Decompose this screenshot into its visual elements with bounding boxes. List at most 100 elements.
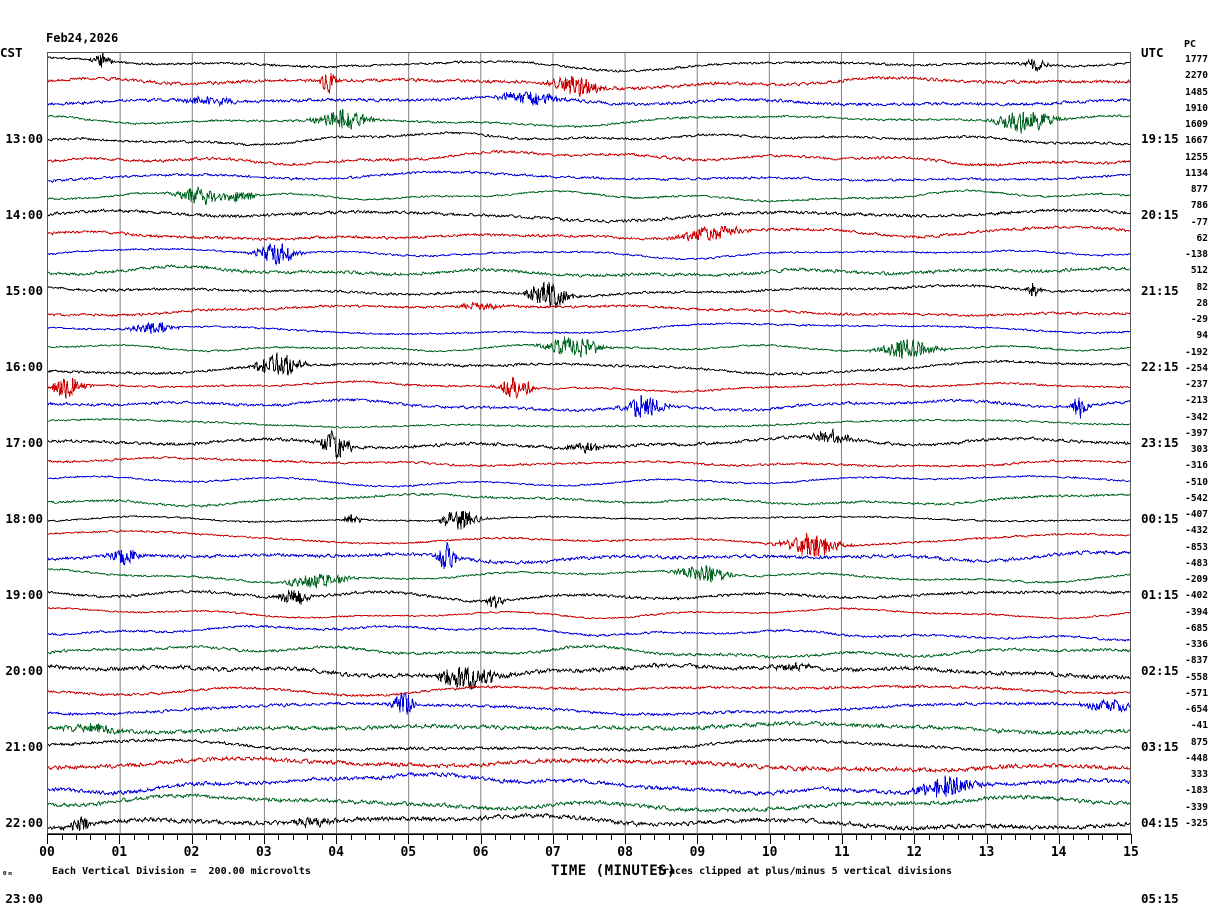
seismic-trace xyxy=(48,108,1130,134)
pc-value: 28 xyxy=(1196,297,1208,309)
x-axis-tick-label: 07 xyxy=(545,845,561,860)
x-axis-major-tick xyxy=(914,834,916,844)
x-axis-minor-tick xyxy=(162,834,164,840)
seismic-trace xyxy=(48,375,1130,400)
x-axis-minor-tick xyxy=(1000,834,1002,840)
left-hour-label: 22:00 xyxy=(5,814,43,830)
seismic-trace xyxy=(48,475,1130,488)
seismic-trace xyxy=(48,624,1130,642)
x-axis-minor-tick xyxy=(885,834,887,840)
x-axis-minor-tick xyxy=(1102,834,1104,840)
pc-value: -397 xyxy=(1185,427,1208,439)
seismic-trace xyxy=(48,131,1130,147)
seismic-trace xyxy=(48,492,1130,508)
pc-value: -685 xyxy=(1185,622,1208,634)
x-axis-minor-tick xyxy=(509,834,511,840)
x-axis-minor-tick xyxy=(538,834,540,840)
x-axis-minor-tick xyxy=(711,834,713,840)
pc-value: 1910 xyxy=(1185,102,1208,114)
seismic-trace xyxy=(48,565,1130,589)
seismic-trace xyxy=(48,418,1130,429)
pc-value: -213 xyxy=(1185,395,1208,407)
clipping-note: Traces clipped at plus/minus 5 vertical … xyxy=(657,866,953,877)
x-axis-minor-tick xyxy=(379,834,381,840)
x-axis-major-tick xyxy=(552,834,554,844)
x-axis-tick-label: 12 xyxy=(906,845,923,860)
seismic-trace xyxy=(48,772,1130,798)
left-hour-label: 19:00 xyxy=(5,586,43,602)
x-axis-minor-tick xyxy=(1044,834,1046,840)
pc-value: 1485 xyxy=(1185,86,1208,98)
right-hour-label: 21:15 xyxy=(1141,283,1179,299)
seismic-trace xyxy=(48,812,1130,832)
seismic-trace xyxy=(48,73,1130,98)
x-axis-minor-tick xyxy=(234,834,236,840)
seismic-trace xyxy=(48,684,1130,698)
x-axis-tick-label: 00 xyxy=(39,845,55,860)
seismic-trace xyxy=(48,395,1130,419)
x-axis-minor-tick xyxy=(393,834,395,840)
x-axis-minor-tick xyxy=(249,834,251,840)
x-axis-tick-label: 01 xyxy=(111,845,128,860)
x-axis-minor-tick xyxy=(784,834,786,840)
x-axis-major-tick xyxy=(769,834,771,844)
right-hour-label: 22:15 xyxy=(1141,359,1179,375)
x-axis-minor-tick xyxy=(1087,834,1089,840)
seismic-trace xyxy=(48,321,1130,336)
x-axis-minor-tick xyxy=(668,834,670,840)
seismic-trace xyxy=(48,541,1130,570)
pc-value: -407 xyxy=(1185,509,1208,520)
right-hour-label: 19:15 xyxy=(1141,131,1179,147)
x-axis-minor-tick xyxy=(870,834,872,840)
x-axis-minor-tick xyxy=(596,834,598,840)
seismic-trace xyxy=(48,243,1130,266)
x-axis-minor-tick xyxy=(148,834,150,840)
x-axis-major-tick xyxy=(47,834,48,844)
x-axis-minor-tick xyxy=(278,834,280,840)
seismic-trace xyxy=(48,529,1130,557)
pc-value: 82 xyxy=(1196,281,1208,293)
pc-value: -325 xyxy=(1185,817,1208,829)
x-axis-minor-tick xyxy=(943,834,945,840)
x-axis-major-tick xyxy=(841,834,843,844)
pc-value: -448 xyxy=(1185,752,1208,764)
pc-value: 333 xyxy=(1190,769,1208,780)
seismic-trace xyxy=(48,737,1130,753)
right-hour-label: 05:15 xyxy=(1141,890,1179,906)
seismic-trace xyxy=(48,755,1130,773)
x-axis-line xyxy=(47,834,1131,835)
left-hour-label: 21:00 xyxy=(5,738,43,754)
x-axis-minor-tick xyxy=(524,834,525,840)
x-axis-minor-tick xyxy=(61,834,63,840)
seismic-trace xyxy=(48,456,1130,468)
pc-value: -853 xyxy=(1185,541,1208,553)
pc-value: -316 xyxy=(1185,460,1208,472)
pc-column-header: PC xyxy=(1184,39,1197,50)
pc-value: 1255 xyxy=(1185,151,1208,163)
pc-value: -483 xyxy=(1185,557,1208,569)
x-axis-tick-label: 10 xyxy=(761,845,778,860)
seismic-trace xyxy=(48,149,1130,167)
x-axis-minor-tick xyxy=(495,834,497,840)
pc-value: -558 xyxy=(1185,671,1208,683)
seismic-trace xyxy=(48,692,1130,717)
helicorder-plot[interactable] xyxy=(47,52,1131,834)
pc-value: -183 xyxy=(1185,785,1208,797)
left-hour-label: 17:00 xyxy=(5,435,43,450)
x-axis-minor-tick xyxy=(75,834,77,840)
x-axis-minor-tick xyxy=(682,834,684,840)
pc-value: -254 xyxy=(1185,362,1208,374)
x-axis-minor-tick xyxy=(1015,834,1017,840)
x-axis-minor-tick xyxy=(856,834,858,840)
pc-value: -29 xyxy=(1190,314,1208,325)
pc-value: -209 xyxy=(1185,574,1208,585)
pc-value: 1667 xyxy=(1185,135,1208,147)
seismic-trace xyxy=(48,720,1130,736)
seismic-trace xyxy=(48,644,1130,660)
x-axis-major-tick xyxy=(625,834,627,844)
x-axis-minor-tick xyxy=(104,834,106,840)
x-axis-minor-tick xyxy=(220,834,222,840)
pc-value: -837 xyxy=(1185,655,1208,667)
pc-value: 1134 xyxy=(1185,167,1208,179)
x-axis-minor-tick xyxy=(740,834,742,840)
